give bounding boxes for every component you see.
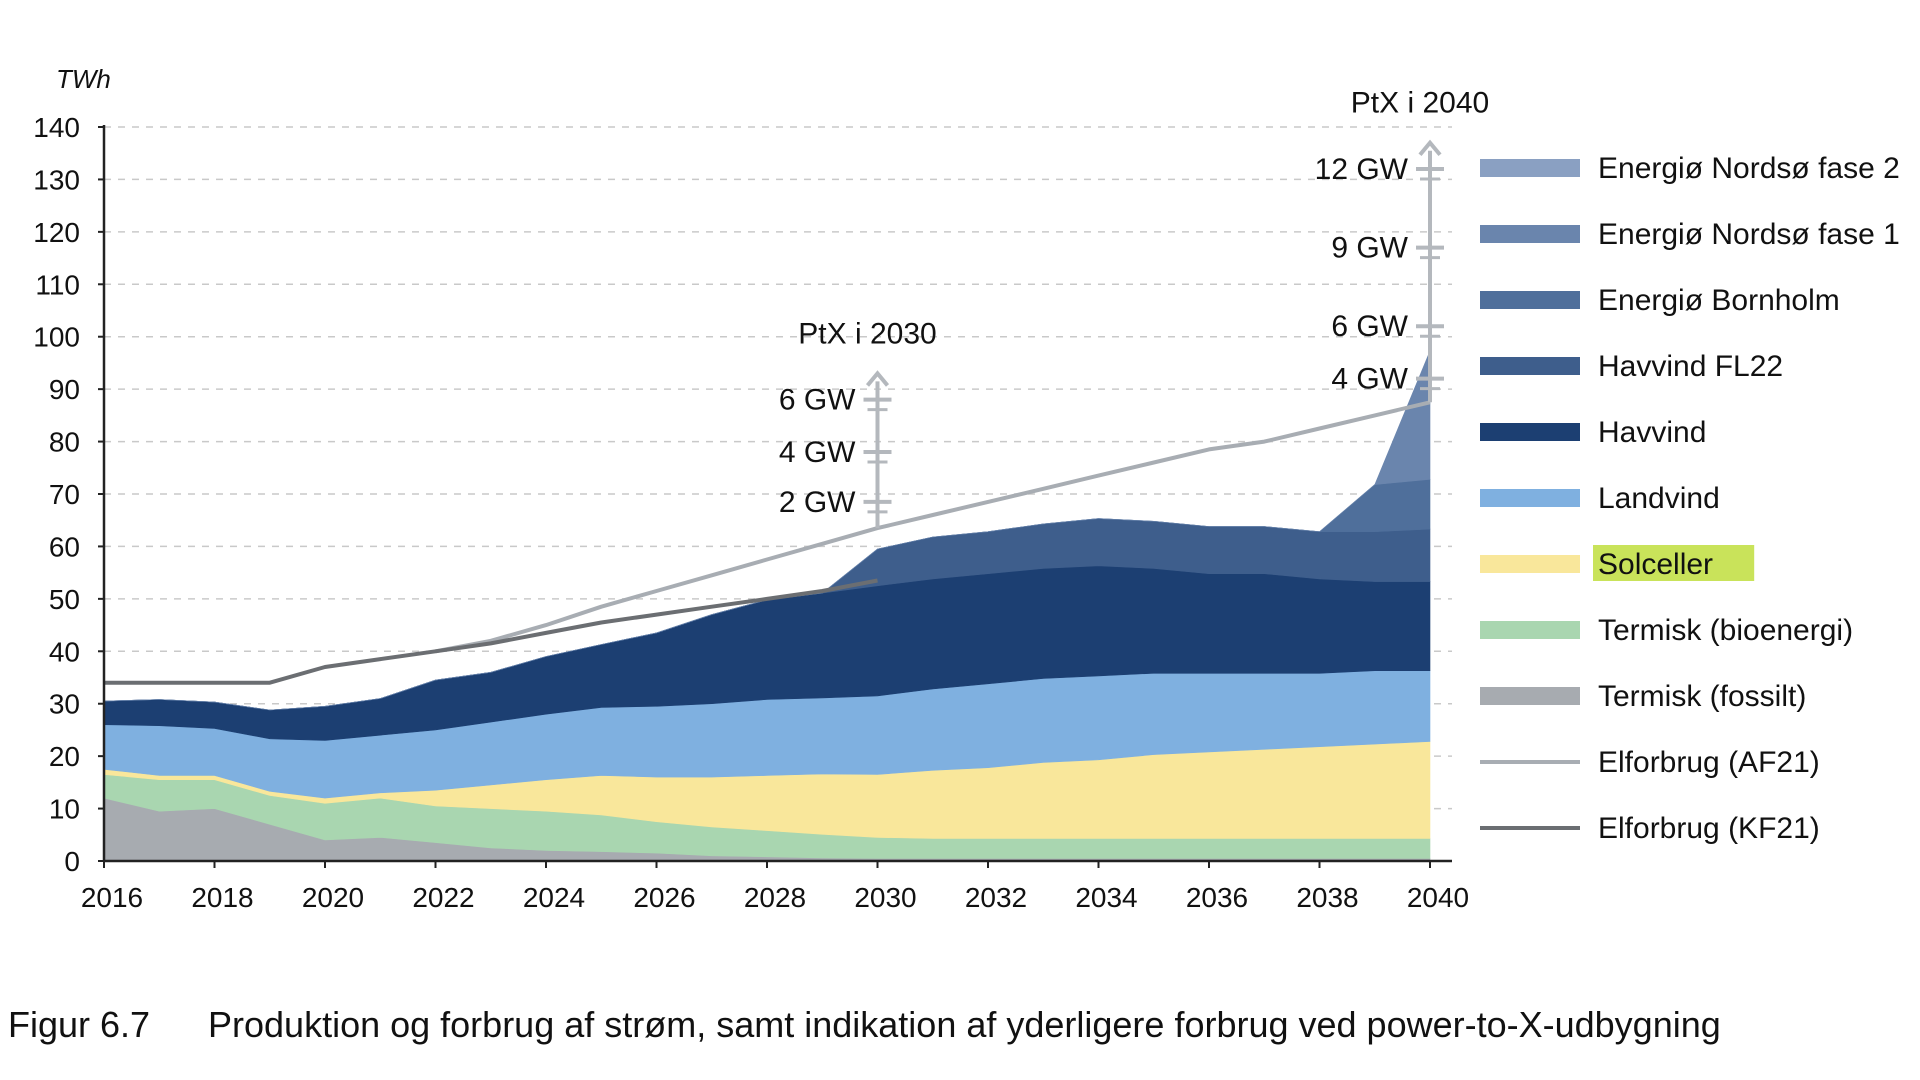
legend-swatch	[1480, 423, 1580, 441]
x-tick-label: 2016	[81, 882, 143, 913]
y-tick-label: 120	[33, 217, 80, 248]
y-tick-label: 100	[33, 322, 80, 353]
ptx-tick-label: 12 GW	[1315, 153, 1409, 186]
ptx-tick-label: 6 GW	[1331, 310, 1408, 343]
legend-swatch	[1480, 621, 1580, 639]
x-tick-label: 2030	[854, 882, 916, 913]
ptx-tick-label: 6 GW	[779, 384, 856, 417]
x-tick-label: 2038	[1296, 882, 1358, 913]
y-tick-label: 110	[35, 269, 80, 300]
line-elforbrug-kf21-	[104, 578, 878, 685]
ptx-title: PtX i 2040	[1351, 87, 1489, 120]
legend-swatch	[1480, 291, 1580, 309]
ptx-tick-label: 2 GW	[779, 486, 856, 519]
area-energiø-nordsø-fase-1	[103, 350, 1431, 711]
legend-label: Solceller	[1598, 548, 1713, 581]
legend-swatch	[1480, 225, 1580, 243]
legend-item-termisk-bioenergi-: Termisk (bioenergi)	[1480, 614, 1853, 647]
y-tick-label: 140	[33, 112, 80, 143]
legend-item-energiø-nordsø-fase-1: Energiø Nordsø fase 1	[1480, 218, 1900, 251]
x-tick-label: 2020	[302, 882, 364, 913]
legend-swatch	[1480, 555, 1580, 573]
ptx-arrow-head	[1418, 139, 1442, 157]
legend-item-solceller: Solceller	[1480, 545, 1755, 581]
legend-item-havvind: Havvind	[1480, 416, 1706, 449]
legend-highlight	[1593, 545, 1755, 581]
legend-label: Energiø Nordsø fase 2	[1598, 152, 1900, 185]
legend-label: Havvind FL22	[1598, 350, 1783, 383]
legend-swatch	[1480, 159, 1580, 177]
y-tick-label: 20	[49, 741, 80, 772]
legend-item-havvind-fl22: Havvind FL22	[1480, 350, 1783, 383]
x-tick-label: 2034	[1075, 882, 1137, 913]
x-tick-label: 2022	[412, 882, 474, 913]
ptx-tick-label: 4 GW	[1331, 363, 1408, 396]
legend-label: Energiø Bornholm	[1598, 284, 1840, 317]
x-tick-label: 2032	[965, 882, 1027, 913]
x-tick-label: 2040	[1407, 882, 1469, 913]
legend-swatch	[1480, 489, 1580, 507]
legend: Energiø Nordsø fase 2 Energiø Nordsø fase…	[1480, 152, 1900, 845]
y-tick-label: 60	[49, 531, 80, 562]
legend-swatch	[1480, 687, 1580, 705]
y-tick-label: 50	[49, 584, 80, 615]
figure-number: Figur 6.7	[8, 1004, 151, 1045]
y-tick-labels: 0 10 20 30 40 50 60 70 80 90 100 110 120 130 140	[33, 112, 80, 877]
line-elforbrug-af21-	[435, 400, 1431, 654]
x-tick-label: 2024	[523, 882, 585, 913]
legend-label: Termisk (fossilt)	[1598, 680, 1806, 713]
y-tick-label: 130	[33, 164, 80, 195]
legend-item-elforbrug-af21-: Elforbrug (AF21)	[1480, 746, 1820, 779]
legend-label: Elforbrug (KF21)	[1598, 812, 1820, 845]
figure-caption: Figur 6.7 Produktion og forbrug af strøm,…	[8, 1004, 1721, 1046]
legend-label: Termisk (bioenergi)	[1598, 614, 1853, 647]
y-tick-label: 90	[49, 374, 80, 405]
ptx-annotations: PtX i 2030 2 GW 4 GW 6 GW PtX i 2040 4 GW 6 GW…	[779, 87, 1489, 529]
ptx-tick-label: 4 GW	[779, 436, 856, 469]
x-tick-labels: 2016 2018 2020 2022 2024 2026 2028 2030 2032 2034…	[81, 882, 1469, 913]
x-tick-label: 2036	[1186, 882, 1248, 913]
y-tick-label: 80	[49, 427, 80, 458]
x-tick-label: 2018	[191, 882, 253, 913]
ptx-annotation-2040: PtX i 2040 4 GW 6 GW 9 GW 12 GW	[1315, 87, 1489, 403]
legend-swatch	[1480, 357, 1580, 375]
legend-item-elforbrug-kf21-: Elforbrug (KF21)	[1480, 812, 1820, 845]
ptx-tick-label: 9 GW	[1331, 232, 1408, 265]
legend-label: Havvind	[1598, 416, 1706, 449]
y-tick-label: 40	[49, 636, 80, 667]
y-tick-label: 10	[49, 794, 80, 825]
legend-item-termisk-fossilt-: Termisk (fossilt)	[1480, 680, 1806, 713]
legend-label: Energiø Nordsø fase 1	[1598, 218, 1900, 251]
ptx-annotation-2030: PtX i 2030 2 GW 4 GW 6 GW	[779, 317, 937, 529]
x-tick-label: 2026	[633, 882, 695, 913]
axes	[98, 125, 1452, 868]
legend-item-energiø-bornholm: Energiø Bornholm	[1480, 284, 1840, 317]
ptx-arrow-head	[865, 370, 890, 387]
legend-item-landvind: Landvind	[1480, 482, 1720, 515]
stacked-areas	[103, 350, 1431, 862]
legend-label: Elforbrug (AF21)	[1598, 746, 1820, 779]
legend-item-energiø-nordsø-fase-2: Energiø Nordsø fase 2	[1480, 152, 1900, 185]
legend-label: Landvind	[1598, 482, 1720, 515]
y-axis-unit: TWh	[56, 64, 111, 94]
y-tick-label: 70	[49, 479, 80, 510]
ptx-title: PtX i 2030	[798, 317, 936, 350]
consumption-lines	[104, 400, 1431, 685]
y-tick-label: 0	[64, 846, 80, 877]
y-tick-label: 30	[49, 689, 80, 720]
x-tick-label: 2028	[744, 882, 806, 913]
figure-caption-text: Produktion og forbrug af strøm, samt ind…	[208, 1004, 1721, 1045]
